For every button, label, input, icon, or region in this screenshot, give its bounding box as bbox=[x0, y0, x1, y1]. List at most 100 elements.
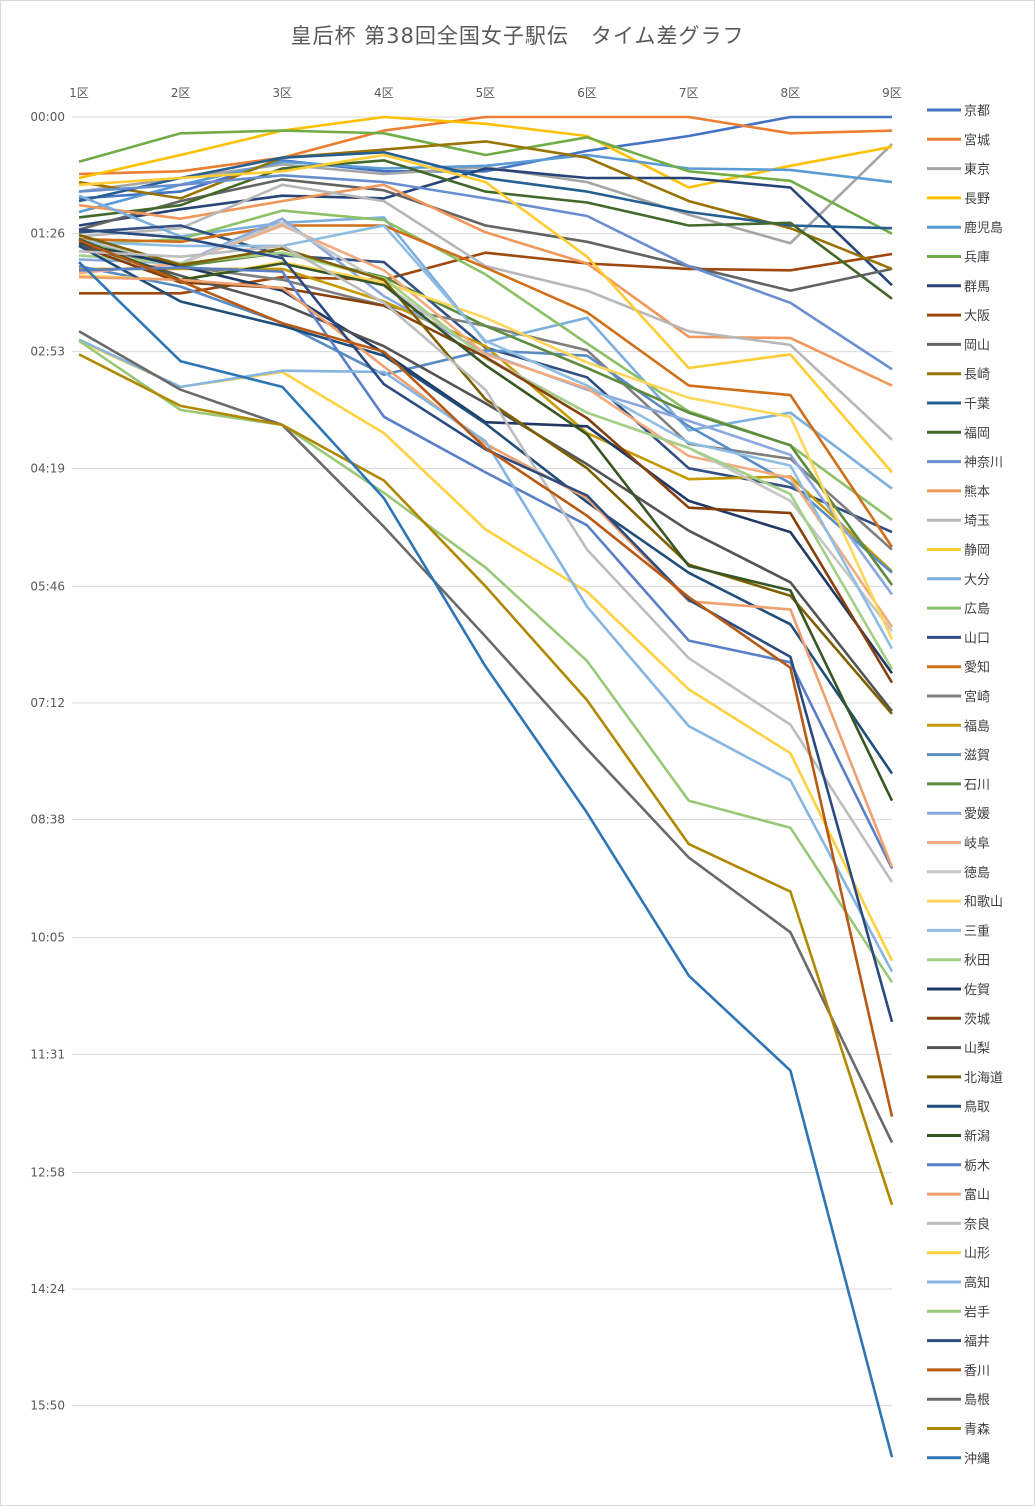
series-line-28 bbox=[78, 224, 894, 650]
series-lines bbox=[78, 115, 894, 1458]
series-line-1 bbox=[78, 115, 893, 176]
legend-label: 鳥取 bbox=[964, 1100, 990, 1115]
series-line-15 bbox=[78, 153, 893, 474]
legend: 京都宮城東京長野鹿児島兵庫群馬大阪岡山長崎千葉福岡神奈川熊本埼玉静岡大分広島山口… bbox=[927, 104, 1003, 1467]
legend-label: 岐阜 bbox=[964, 836, 990, 852]
series-line-9 bbox=[78, 140, 893, 271]
series-line-4 bbox=[78, 153, 893, 214]
legend-label: 秋田 bbox=[964, 954, 990, 969]
x-tick-label: 9区 bbox=[882, 86, 902, 100]
x-tick-label: 8区 bbox=[781, 86, 801, 100]
series-line-41 bbox=[78, 339, 894, 984]
y-tick-label: 05:46 bbox=[30, 579, 65, 593]
legend-label: 北海道 bbox=[964, 1071, 1003, 1086]
chart-title: 皇后杯 第38回全国女子駅伝 タイム差グラフ bbox=[290, 24, 745, 48]
series-line-35 bbox=[78, 237, 894, 802]
legend-label: 福井 bbox=[964, 1335, 990, 1350]
series-line-3 bbox=[78, 115, 893, 189]
x-tick-label: 3区 bbox=[272, 86, 292, 100]
legend-label: 山口 bbox=[964, 631, 990, 646]
legend-label: 富山 bbox=[964, 1187, 990, 1203]
series-line-12 bbox=[78, 174, 893, 371]
series-line-31 bbox=[78, 244, 894, 684]
legend-label: 石川 bbox=[964, 778, 990, 793]
legend-label: 滋賀 bbox=[964, 749, 990, 764]
legend-label: 栃木 bbox=[964, 1159, 990, 1174]
y-axis-ticks: 00:00 01:26 02:53 04:19 05:46 07:12 08:38 10:05… bbox=[30, 110, 65, 1413]
series-line-43 bbox=[78, 239, 894, 1117]
legend-label: 三重 bbox=[964, 923, 990, 939]
legend-label: 徳島 bbox=[964, 866, 990, 881]
legend-label: 鹿児島 bbox=[964, 220, 1003, 236]
series-line-19 bbox=[78, 224, 894, 548]
legend-label: 和歌山 bbox=[964, 895, 1003, 910]
y-tick-label: 10:05 bbox=[30, 931, 65, 945]
legend-label: 岩手 bbox=[964, 1305, 990, 1320]
x-tick-label: 2区 bbox=[171, 86, 191, 100]
y-tick-label: 12:58 bbox=[30, 1165, 65, 1179]
legend-label: 福岡 bbox=[964, 426, 990, 441]
legend-label: 熊本 bbox=[964, 484, 990, 500]
x-tick-label: 1区 bbox=[69, 86, 89, 100]
legend-label: 宮崎 bbox=[964, 689, 990, 705]
legend-label: 高知 bbox=[964, 1275, 990, 1291]
legend-label: 京都 bbox=[964, 104, 990, 119]
series-line-38 bbox=[78, 244, 894, 883]
legend-label: 青森 bbox=[964, 1423, 990, 1438]
y-tick-label: 07:12 bbox=[30, 696, 65, 710]
legend-label: 山形 bbox=[964, 1247, 990, 1262]
y-tick-label: 14:24 bbox=[30, 1282, 65, 1296]
y-tick-label: 01:26 bbox=[30, 227, 65, 241]
y-tick-label: 00:00 bbox=[30, 110, 65, 124]
legend-label: 愛媛 bbox=[964, 807, 990, 822]
legend-label: 島根 bbox=[964, 1393, 990, 1408]
x-tick-label: 6区 bbox=[577, 86, 597, 100]
series-line-44 bbox=[78, 330, 894, 1144]
legend-label: 愛知 bbox=[964, 660, 990, 676]
legend-label: 広島 bbox=[964, 602, 990, 617]
series-line-6 bbox=[78, 167, 893, 287]
legend-label: 佐賀 bbox=[964, 983, 990, 998]
series-line-11 bbox=[78, 159, 893, 300]
y-tick-label: 15:50 bbox=[30, 1399, 65, 1413]
series-line-22 bbox=[78, 264, 893, 574]
series-line-46 bbox=[78, 261, 894, 1458]
x-tick-label: 7区 bbox=[679, 86, 699, 100]
legend-label: 千葉 bbox=[964, 397, 990, 412]
x-axis-ticks: 1区 2区 3区 4区 5区 6区 7区 8区 9区 bbox=[69, 86, 902, 100]
y-tick-label: 11:31 bbox=[30, 1047, 65, 1061]
legend-label: 岡山 bbox=[964, 338, 990, 353]
legend-label: 大阪 bbox=[964, 309, 990, 324]
series-line-23 bbox=[78, 237, 894, 586]
legend-label: 宮城 bbox=[964, 132, 990, 148]
legend-label: 沖縄 bbox=[964, 1452, 990, 1467]
legend-label: 香川 bbox=[964, 1364, 990, 1379]
legend-label: 山梨 bbox=[964, 1042, 990, 1057]
series-line-40 bbox=[78, 338, 894, 973]
legend-label: 大分 bbox=[964, 573, 990, 588]
series-line-5 bbox=[78, 129, 893, 235]
legend-label: 静岡 bbox=[964, 544, 990, 559]
series-line-10 bbox=[78, 151, 893, 230]
series-line-36 bbox=[78, 266, 894, 870]
legend-label: 神奈川 bbox=[964, 456, 1003, 471]
y-tick-label: 04:19 bbox=[30, 461, 65, 475]
legend-label: 長野 bbox=[964, 192, 990, 207]
series-line-33 bbox=[78, 233, 893, 715]
series-line-39 bbox=[78, 339, 894, 962]
gridlines bbox=[72, 116, 892, 1407]
y-tick-label: 08:38 bbox=[30, 813, 65, 827]
series-line-37 bbox=[78, 275, 894, 868]
series-line-45 bbox=[78, 353, 894, 1206]
x-tick-label: 4区 bbox=[374, 86, 394, 100]
x-tick-label: 5区 bbox=[476, 86, 496, 100]
legend-label: 福島 bbox=[964, 719, 990, 734]
legend-label: 東京 bbox=[964, 162, 990, 178]
legend-label: 群馬 bbox=[964, 280, 990, 295]
y-tick-label: 02:53 bbox=[30, 345, 65, 359]
legend-label: 埼玉 bbox=[964, 514, 990, 529]
legend-label: 奈良 bbox=[964, 1216, 990, 1232]
legend-label: 茨城 bbox=[964, 1012, 990, 1027]
